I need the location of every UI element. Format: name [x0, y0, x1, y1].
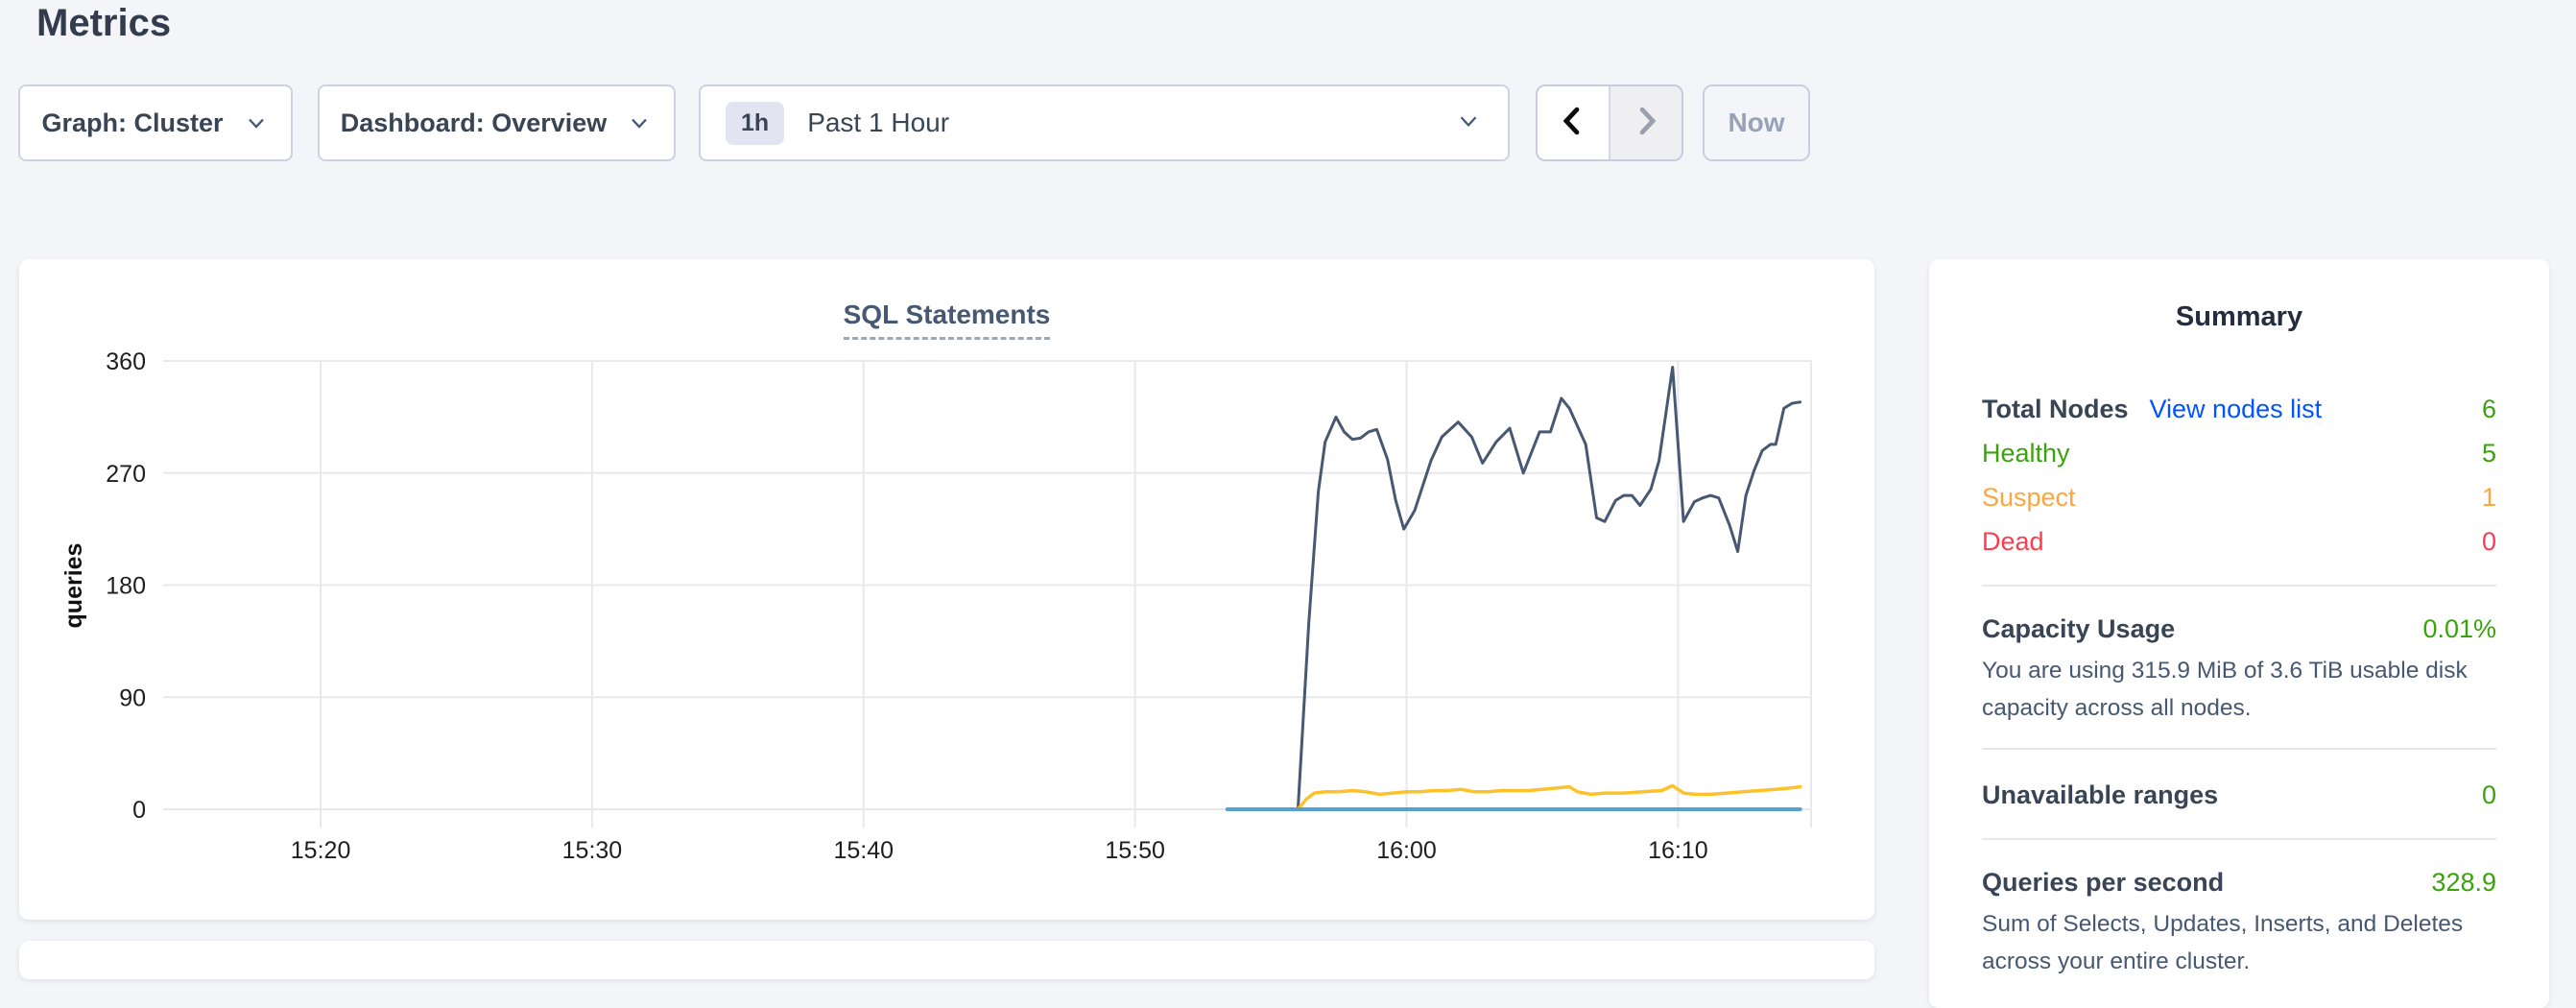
- svg-text:180: 180: [106, 573, 146, 600]
- chevron-down-icon: [1454, 107, 1483, 140]
- time-window-pager: [1536, 84, 1683, 161]
- chevron-right-icon: [1628, 103, 1664, 144]
- view-nodes-list-link[interactable]: View nodes list: [2149, 395, 2323, 423]
- unavailable-ranges-value: 0: [2481, 780, 2496, 809]
- healthy-value: 5: [2481, 439, 2496, 468]
- time-range-label: Past 1 Hour: [807, 108, 950, 137]
- dead-nodes-row: Dead 0: [1982, 519, 2496, 564]
- suspect-nodes-row: Suspect 1: [1982, 475, 2496, 519]
- next-time-window-button[interactable]: [1609, 86, 1682, 159]
- next-chart-card-partial: [19, 941, 1874, 979]
- total-nodes-label: Total Nodes: [1982, 395, 2129, 423]
- divider: [1982, 748, 2496, 750]
- chevron-down-icon: [626, 109, 653, 136]
- queries-per-second-block: Queries per second 328.9 Sum of Selects,…: [1982, 863, 2496, 980]
- queries-per-second-description: Sum of Selects, Updates, Inserts, and De…: [1982, 911, 2464, 974]
- divider: [1982, 838, 2496, 840]
- sql-statements-line-chart[interactable]: 0 90 180 270 360 15:20 15:30 15:40 15:50 16:00 16:…: [19, 259, 1874, 920]
- svg-text:360: 360: [106, 348, 146, 375]
- healthy-label: Healthy: [1982, 439, 2070, 468]
- unavailable-ranges-row: Unavailable ranges 0: [1982, 773, 2496, 817]
- capacity-usage-description: You are using 315.9 MiB of 3.6 TiB usabl…: [1982, 658, 2468, 721]
- svg-text:15:20: 15:20: [291, 837, 351, 864]
- chevron-down-icon: [243, 109, 270, 136]
- graph-dropdown-label: Graph: Cluster: [41, 108, 224, 137]
- page-title: Metrics: [36, 2, 172, 44]
- svg-text:16:00: 16:00: [1376, 837, 1437, 864]
- dead-value: 0: [2481, 527, 2496, 556]
- queries-per-second-label: Queries per second: [1982, 868, 2225, 897]
- svg-text:270: 270: [106, 461, 146, 488]
- dashboard-dropdown[interactable]: Dashboard: Overview: [318, 84, 676, 161]
- suspect-value: 1: [2481, 483, 2496, 512]
- svg-text:16:10: 16:10: [1648, 837, 1708, 864]
- dashboard-dropdown-label: Dashboard: Overview: [340, 108, 608, 137]
- dead-label: Dead: [1982, 527, 2044, 556]
- svg-text:15:50: 15:50: [1105, 837, 1165, 864]
- time-range-selector[interactable]: 1h Past 1 Hour: [699, 84, 1510, 161]
- unavailable-ranges-label: Unavailable ranges: [1982, 780, 2219, 809]
- healthy-nodes-row: Healthy 5: [1982, 431, 2496, 475]
- capacity-usage-value: 0.01%: [2422, 614, 2496, 643]
- svg-text:15:30: 15:30: [562, 837, 623, 864]
- total-nodes-row: Total Nodes View nodes list 6: [1982, 387, 2496, 431]
- graph-dropdown[interactable]: Graph: Cluster: [18, 84, 293, 161]
- capacity-usage-label: Capacity Usage: [1982, 614, 2176, 643]
- sql-statements-chart-card: SQL Statements queries 0 90 180 270 360 15:20…: [19, 259, 1874, 920]
- time-range-badge: 1h: [726, 101, 785, 145]
- svg-text:90: 90: [119, 684, 146, 711]
- total-nodes-value: 6: [2481, 395, 2496, 423]
- suspect-label: Suspect: [1982, 483, 2076, 512]
- svg-text:0: 0: [132, 797, 146, 824]
- previous-time-window-button[interactable]: [1538, 86, 1609, 159]
- capacity-usage-block: Capacity Usage 0.01% You are using 315.9…: [1982, 610, 2496, 727]
- summary-panel: Summary Total Nodes View nodes list 6 He…: [1929, 259, 2549, 1008]
- chart-title[interactable]: SQL Statements: [843, 300, 1051, 340]
- chevron-left-icon: [1555, 103, 1591, 144]
- divider: [1982, 585, 2496, 587]
- summary-title: Summary: [2175, 301, 2303, 332]
- svg-text:15:40: 15:40: [834, 837, 894, 864]
- now-button[interactable]: Now: [1703, 84, 1810, 161]
- queries-per-second-value: 328.9: [2431, 868, 2496, 897]
